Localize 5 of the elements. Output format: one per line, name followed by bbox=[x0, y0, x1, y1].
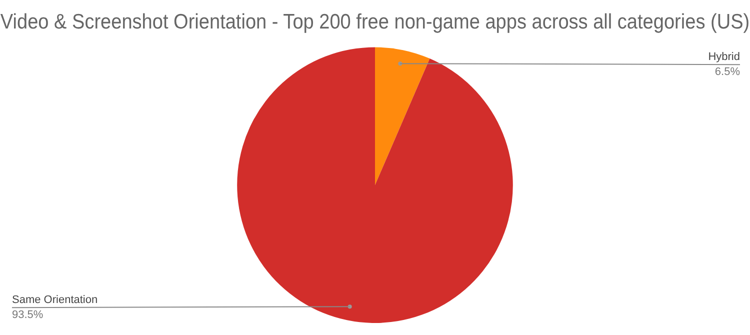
chart-title: Video & Screenshot Orientation - Top 200 free non-game apps across all categories (US) bbox=[0, 10, 750, 34]
data-label: 93.5% bbox=[12, 309, 44, 322]
slice-label: Hybrid bbox=[708, 51, 740, 64]
data-label: 6.5% bbox=[714, 66, 740, 78]
slice-label: Same Orientation bbox=[12, 294, 98, 306]
